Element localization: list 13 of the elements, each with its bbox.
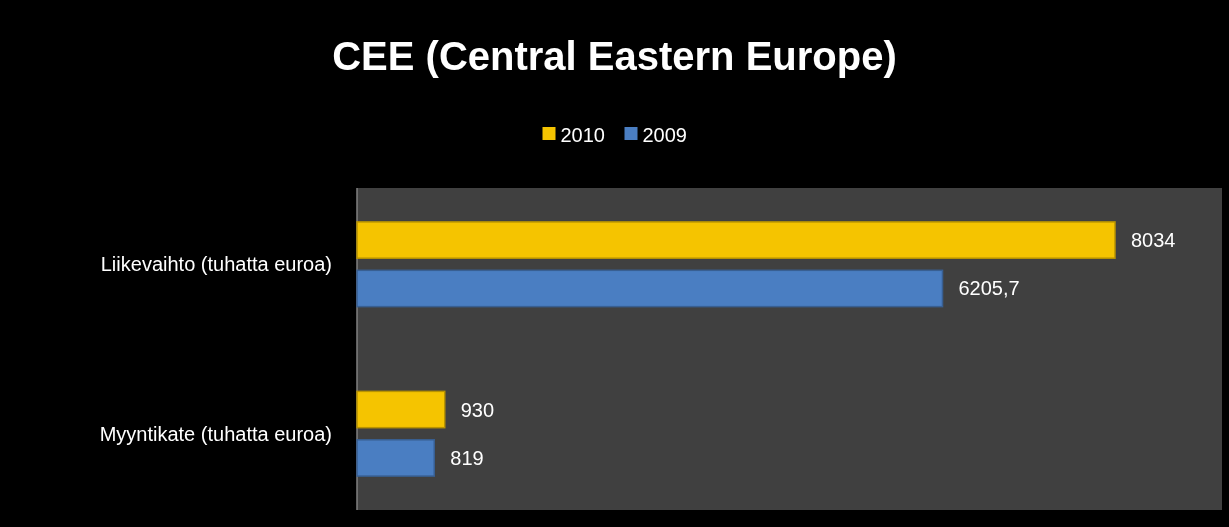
legend-label: 2010 — [560, 124, 605, 146]
bar — [356, 221, 1116, 259]
bar — [356, 269, 944, 308]
y-tick-label: Liikevaihto (tuhatta euroa) — [100, 253, 332, 276]
data-label: 6205,7 — [958, 277, 1020, 300]
bar — [356, 439, 436, 477]
y-tick-label: Myyntikate (tuhatta euroa) — [99, 422, 332, 445]
legend-label: 2009 — [642, 124, 687, 146]
chart-title: CEE (Central Eastern Europe) — [332, 34, 897, 78]
data-label: 930 — [460, 398, 495, 421]
bar — [356, 390, 446, 429]
data-label: 8034 — [1131, 229, 1176, 252]
data-label: 819 — [450, 446, 484, 469]
